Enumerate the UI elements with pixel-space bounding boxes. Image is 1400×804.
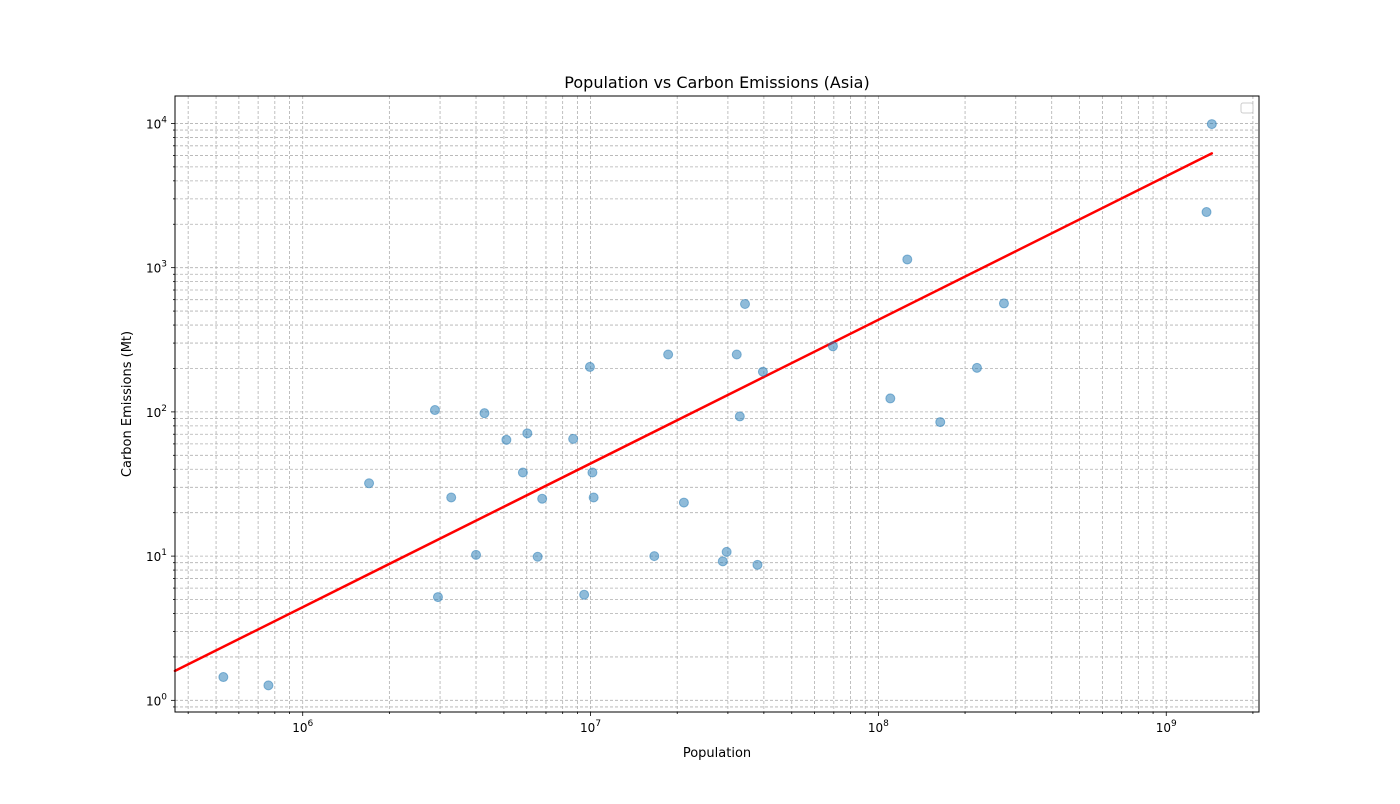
data-point xyxy=(752,559,763,570)
data-point xyxy=(446,492,457,503)
data-point xyxy=(579,589,590,600)
y-tick-label: 100 xyxy=(146,692,167,708)
data-point xyxy=(429,405,440,416)
x-tick-label: 109 xyxy=(1156,719,1177,735)
chart-title: Population vs Carbon Emissions (Asia) xyxy=(564,73,869,92)
data-point xyxy=(717,556,728,567)
data-point xyxy=(1201,207,1212,218)
data-point xyxy=(721,546,732,557)
data-point xyxy=(935,417,946,428)
y-tick-label: 102 xyxy=(146,404,167,420)
x-tick-label: 106 xyxy=(292,719,313,735)
data-point xyxy=(532,551,543,562)
data-point xyxy=(588,492,599,503)
grid-lines xyxy=(175,96,1259,712)
data-point xyxy=(902,254,913,265)
y-tick-label: 103 xyxy=(146,260,167,276)
legend-box xyxy=(1240,102,1254,114)
data-point xyxy=(479,408,490,419)
data-point xyxy=(971,362,982,373)
data-point xyxy=(587,467,598,478)
data-point xyxy=(649,551,660,562)
data-point xyxy=(998,298,1009,309)
data-point xyxy=(517,467,528,478)
data-point xyxy=(663,349,674,360)
y-tick-label: 104 xyxy=(146,115,167,131)
data-point xyxy=(537,493,548,504)
x-tick-label: 107 xyxy=(580,719,601,735)
trend-line xyxy=(173,152,1214,673)
data-point xyxy=(432,592,443,603)
data-point xyxy=(827,341,838,352)
data-point xyxy=(740,298,751,309)
data-point xyxy=(678,497,689,508)
data-point xyxy=(757,366,768,377)
data-point xyxy=(501,434,512,445)
y-tick-label: 101 xyxy=(146,548,167,564)
data-point xyxy=(885,393,896,404)
plot-frame xyxy=(174,95,1260,713)
x-axis-label: Population xyxy=(683,746,751,761)
data-point xyxy=(364,478,375,489)
data-point xyxy=(568,433,579,444)
x-tick-label: 108 xyxy=(868,719,889,735)
trend-line-layer xyxy=(173,152,1214,673)
data-point xyxy=(584,361,595,372)
data-point xyxy=(1206,119,1217,130)
data-point xyxy=(263,680,274,691)
data-point xyxy=(471,549,482,560)
data-point xyxy=(731,349,742,360)
data-point xyxy=(218,672,229,683)
y-axis-label: Carbon Emissions (Mt) xyxy=(120,331,135,477)
axis-ticks: 106 107 108 109 100 101 102 103 104 xyxy=(146,115,1254,735)
data-point xyxy=(522,428,533,439)
data-point xyxy=(734,411,745,422)
data-points xyxy=(218,119,1217,691)
